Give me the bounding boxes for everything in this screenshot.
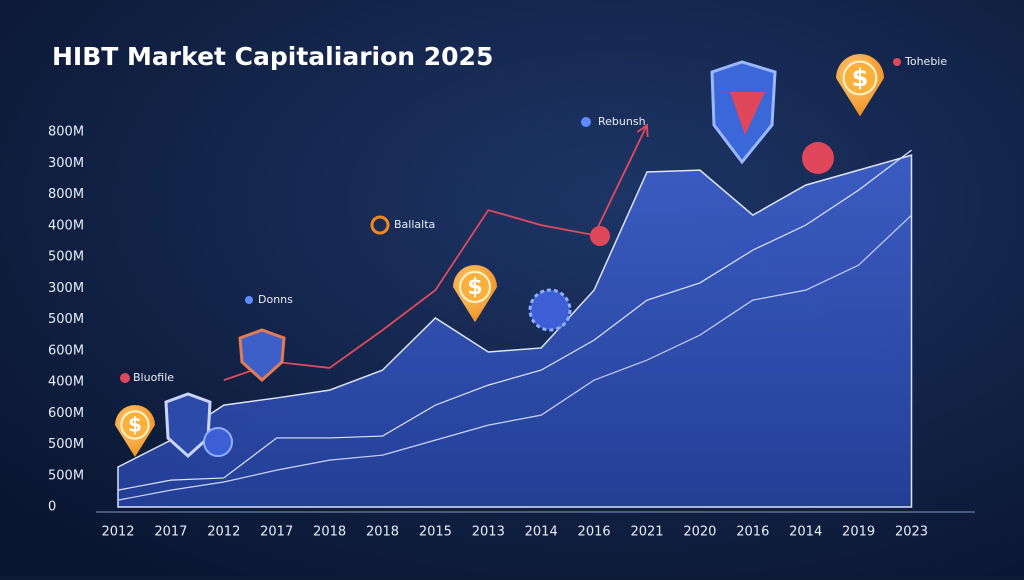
coin-symbol: $ [128, 413, 142, 437]
x-tick-label: 2021 [630, 525, 663, 540]
x-tick-label: 2014 [789, 525, 822, 540]
dot-icon [370, 215, 390, 235]
y-tick-label: 300M [48, 281, 84, 296]
dot-icon [581, 117, 591, 127]
y-tick-label: 600M [48, 406, 84, 421]
line [117, 214, 912, 501]
y-tick-label: 400M [48, 375, 84, 390]
badge-icon [590, 226, 610, 246]
y-tick-label: 600M [48, 343, 84, 358]
annotation: Donns [258, 293, 293, 306]
x-tick-label: 2013 [472, 525, 505, 540]
x-tick-label: 2020 [683, 525, 716, 540]
dot-icon [120, 373, 130, 383]
y-tick-label: 300M [48, 156, 84, 171]
coin-symbol: $ [852, 64, 869, 92]
x-tick-label: 2017 [154, 525, 187, 540]
arrow-head [636, 123, 649, 138]
plot-area [117, 123, 913, 508]
y-tick-label: 400M [48, 218, 84, 233]
annotation: Bluofile [133, 371, 174, 384]
y-tick-label: 800M [48, 187, 84, 202]
trend-line [223, 124, 648, 381]
x-tick-label: 2017 [260, 525, 293, 540]
y-tick-label: 500M [48, 250, 84, 265]
line [117, 149, 912, 491]
x-tick-label: 2018 [313, 525, 346, 540]
x-tick-label: 2012 [207, 525, 240, 540]
coin-symbol: $ [467, 275, 482, 300]
dot-icon [893, 58, 901, 66]
badge-icon [203, 427, 233, 457]
x-tick-label: 2023 [895, 525, 928, 540]
coin-face [459, 271, 491, 303]
x-tick-label: 2018 [366, 525, 399, 540]
x-tick-label: 2012 [101, 525, 134, 540]
x-tick-label: 2019 [842, 525, 875, 540]
x-tick-label: 2016 [578, 525, 611, 540]
x-tick-label: 2016 [736, 525, 769, 540]
annotation: Tohebie [904, 55, 947, 68]
shield-icon [238, 328, 286, 383]
annotation: Rebunsh [598, 115, 646, 128]
y-tick-label: 500M [48, 468, 84, 483]
badge-icon [528, 288, 572, 332]
y-tick-label: 500M [48, 312, 84, 327]
y-tick-label: 800M [48, 125, 84, 140]
coin-face [842, 60, 878, 96]
shield-accent [730, 92, 765, 135]
chart-icon [802, 142, 834, 174]
dot-icon [245, 296, 253, 304]
y-tick-label: 0 [48, 500, 56, 515]
chart-title: HIBT Market Capitaliarion 2025 [52, 42, 493, 71]
x-tick-label: 2014 [525, 525, 558, 540]
coin-face [120, 410, 150, 440]
x-tick-label: 2015 [419, 525, 452, 540]
area [117, 154, 913, 508]
y-tick-label: 500M [48, 437, 84, 452]
annotation: Ballalta [394, 218, 435, 231]
